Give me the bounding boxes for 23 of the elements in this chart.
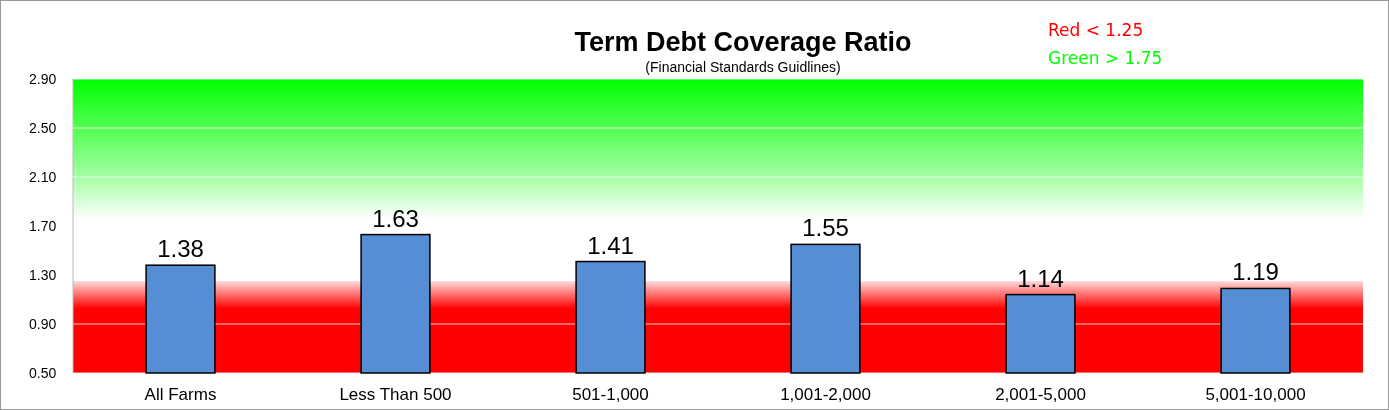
y-tick-label: 0.90 [29,315,57,332]
data-label: 1.19 [1232,258,1279,286]
data-label: 1.14 [1017,264,1064,292]
data-label: 1.63 [372,204,419,232]
chart-subtitle: (Financial Standards Guidlines) [645,59,841,75]
y-tick-label: 2.90 [29,70,57,87]
y-tick-label: 2.50 [29,119,57,136]
y-tick-label: 1.30 [29,266,57,283]
text: Red < 1.25 [1048,20,1144,40]
x-tick-label: 2,001-5,000 [995,385,1086,404]
x-tick-label: 501-1,000 [572,385,649,404]
text: Green > 1.75 [1048,48,1163,68]
x-tick-label: 1,001-2,000 [780,385,871,404]
data-label: 1.41 [587,231,634,259]
data-label: 1.55 [802,214,849,242]
y-tick-label: 2.10 [29,168,57,185]
y-tick-label: 1.70 [29,217,57,234]
y-tick-label: 0.50 [29,364,57,381]
data-label: 1.38 [157,235,204,263]
chart-title: Term Debt Coverage Ratio [574,27,912,57]
x-tick-label: All Farms [144,385,217,404]
x-tick-label: 5,001-10,000 [1205,385,1306,404]
x-tick-label: Less Than 500 [339,385,452,404]
